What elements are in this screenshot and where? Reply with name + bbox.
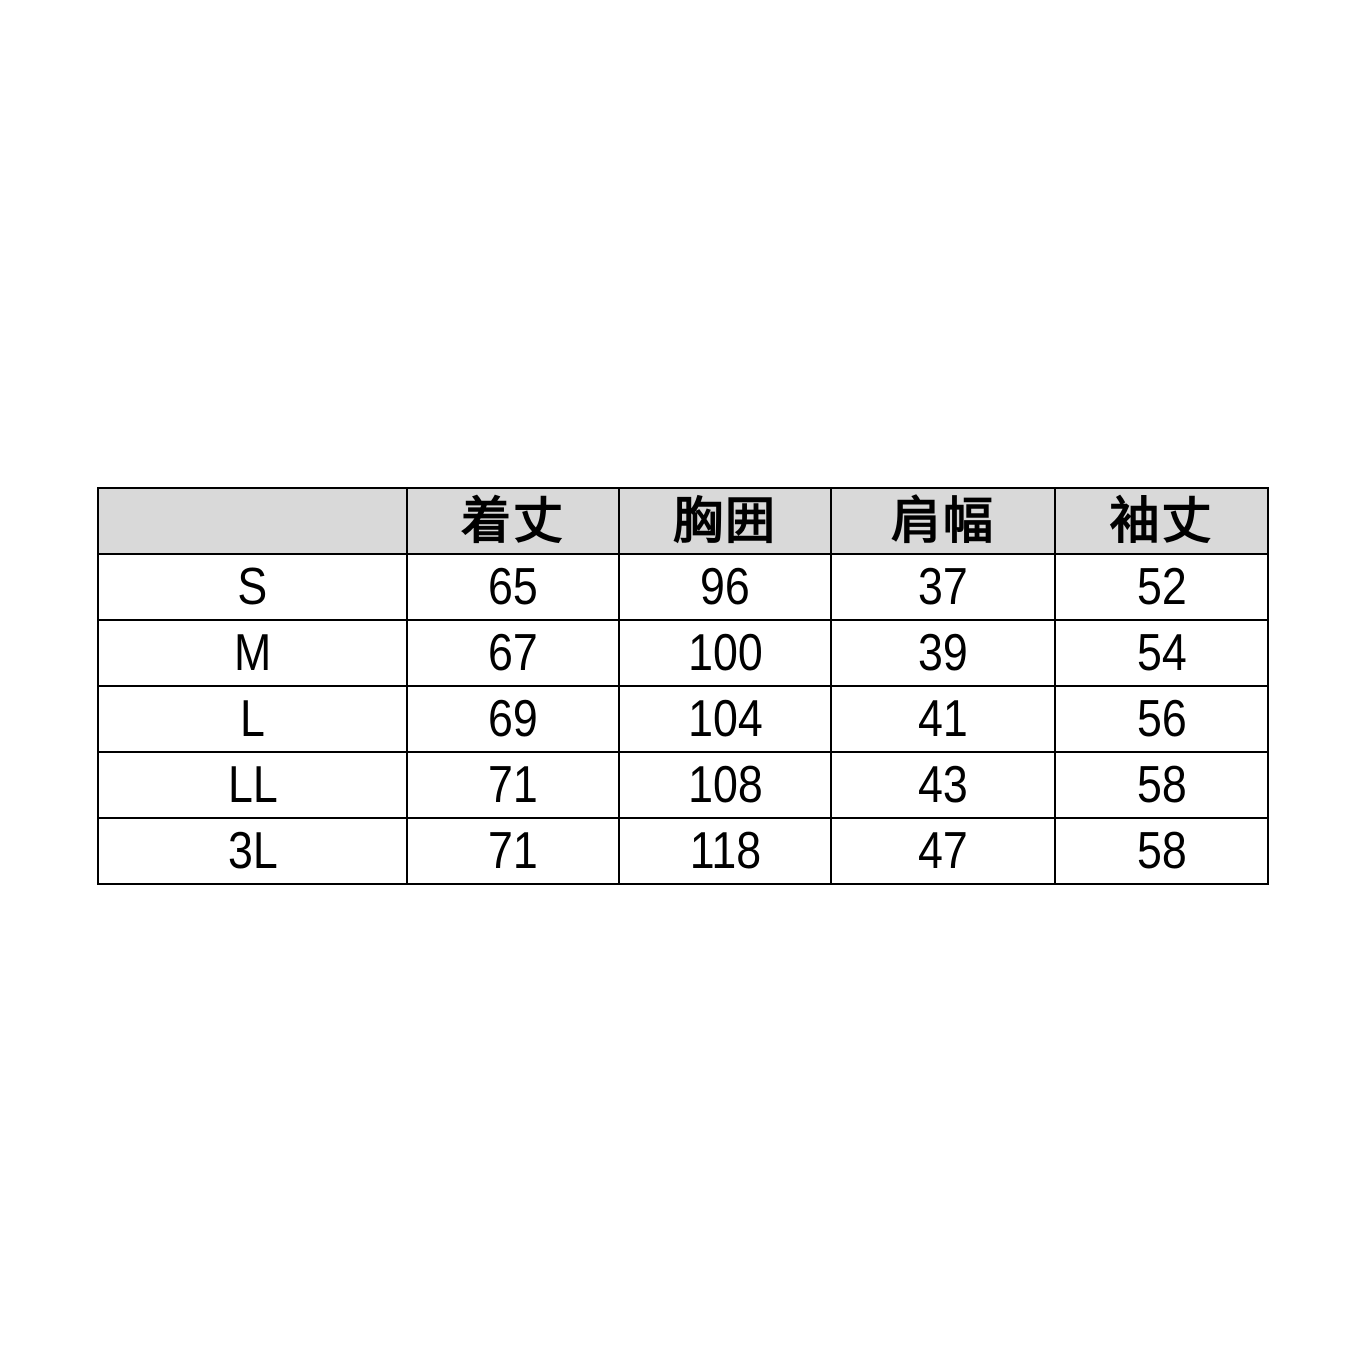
measurement-value: 100 <box>687 624 763 682</box>
size-chart-table: 着丈 胸囲 肩幅 袖丈 S 65 96 37 52 M 67 100 39 54 L 69 104 41 5… <box>97 487 1269 885</box>
measurement-value: 69 <box>488 690 538 748</box>
size-cell: L <box>97 685 408 753</box>
header-label: 肩幅 <box>891 493 995 549</box>
size-cell: M <box>97 619 408 687</box>
measurement-value: 54 <box>1136 624 1187 682</box>
measurement-value: 71 <box>488 822 538 880</box>
header-label: 胸囲 <box>673 493 777 549</box>
size-cell: LL <box>97 751 408 819</box>
size-cell: 3L <box>97 817 408 885</box>
measurement-value: 104 <box>687 690 763 748</box>
value-cell: 108 <box>618 751 832 819</box>
value-cell: 39 <box>830 619 1056 687</box>
measurement-value: 43 <box>918 756 968 814</box>
measurement-value: 65 <box>488 558 538 616</box>
measurement-value: 58 <box>1136 756 1187 814</box>
value-cell: 118 <box>618 817 832 885</box>
value-cell: 43 <box>830 751 1056 819</box>
header-label: 袖丈 <box>1109 493 1214 549</box>
value-cell: 100 <box>618 619 832 687</box>
measurement-value: 37 <box>918 558 968 616</box>
header-length: 着丈 <box>406 487 620 555</box>
measurement-value: 41 <box>918 690 968 748</box>
size-cell: S <box>97 553 408 621</box>
header-label: 着丈 <box>461 493 565 549</box>
value-cell: 67 <box>406 619 620 687</box>
value-cell: 47 <box>830 817 1056 885</box>
header-cell-empty <box>97 487 408 555</box>
table-row: LL 71 108 43 58 <box>97 751 1269 819</box>
header-row: 着丈 胸囲 肩幅 袖丈 <box>97 487 1269 555</box>
measurement-value: 71 <box>488 756 538 814</box>
value-cell: 104 <box>618 685 832 753</box>
measurement-value: 56 <box>1136 690 1187 748</box>
value-cell: 58 <box>1054 751 1269 819</box>
header-chest: 胸囲 <box>618 487 832 555</box>
size-label: M <box>233 624 272 682</box>
size-label: 3L <box>227 822 278 880</box>
measurement-value: 108 <box>687 756 763 814</box>
measurement-value: 52 <box>1136 558 1187 616</box>
measurement-value: 118 <box>689 822 761 880</box>
value-cell: 71 <box>406 751 620 819</box>
table-row: 3L 71 118 47 58 <box>97 817 1269 885</box>
value-cell: 41 <box>830 685 1056 753</box>
value-cell: 96 <box>618 553 832 621</box>
table-row: L 69 104 41 56 <box>97 685 1269 753</box>
measurement-value: 96 <box>700 558 750 616</box>
size-label: LL <box>227 756 278 814</box>
measurement-value: 67 <box>488 624 538 682</box>
value-cell: 69 <box>406 685 620 753</box>
value-cell: 37 <box>830 553 1056 621</box>
header-shoulder: 肩幅 <box>830 487 1056 555</box>
value-cell: 71 <box>406 817 620 885</box>
header-sleeve: 袖丈 <box>1054 487 1269 555</box>
value-cell: 54 <box>1054 619 1269 687</box>
value-cell: 56 <box>1054 685 1269 753</box>
value-cell: 65 <box>406 553 620 621</box>
value-cell: 52 <box>1054 553 1269 621</box>
table-row: M 67 100 39 54 <box>97 619 1269 687</box>
measurement-value: 58 <box>1136 822 1187 880</box>
measurement-value: 47 <box>918 822 968 880</box>
measurement-value: 39 <box>918 624 968 682</box>
size-label: S <box>237 558 268 616</box>
value-cell: 58 <box>1054 817 1269 885</box>
size-label: L <box>240 690 265 748</box>
table-row: S 65 96 37 52 <box>97 553 1269 621</box>
